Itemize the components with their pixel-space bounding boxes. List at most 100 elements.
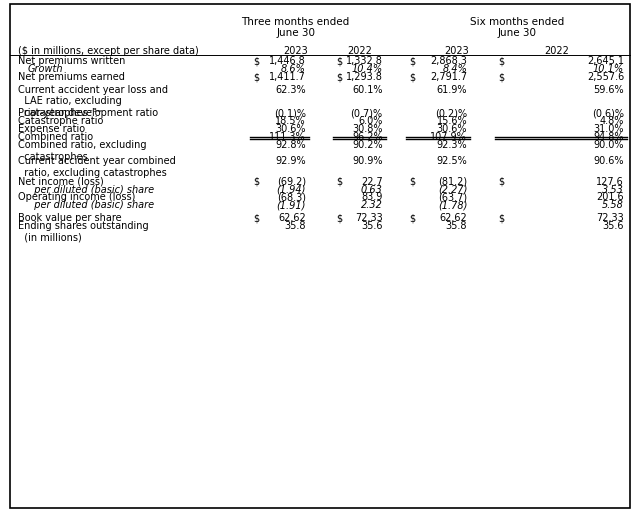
Text: $: $	[498, 213, 504, 223]
Text: $: $	[336, 56, 342, 66]
Text: 8.6%: 8.6%	[281, 64, 306, 74]
Text: Book value per share: Book value per share	[18, 213, 122, 223]
Text: (2.27): (2.27)	[438, 184, 467, 195]
Text: Three months ended: Three months ended	[241, 17, 350, 28]
Text: $: $	[498, 177, 504, 187]
Text: (1.91): (1.91)	[276, 200, 306, 211]
Text: 3.53: 3.53	[602, 184, 624, 195]
Text: (1.78): (1.78)	[438, 200, 467, 211]
Text: 30.8%: 30.8%	[352, 124, 383, 134]
Text: 2,791.7: 2,791.7	[430, 72, 467, 82]
Text: (0.1)%: (0.1)%	[274, 108, 306, 119]
Text: 1,446.8: 1,446.8	[269, 56, 306, 66]
Text: 111.3%: 111.3%	[269, 132, 306, 142]
Text: $: $	[410, 72, 416, 82]
Text: 90.6%: 90.6%	[593, 156, 624, 166]
Text: 0.63: 0.63	[361, 184, 383, 195]
Text: 2023: 2023	[445, 46, 469, 56]
Text: 35.6: 35.6	[602, 221, 624, 231]
Text: (69.2): (69.2)	[276, 177, 306, 187]
Text: $: $	[498, 72, 504, 82]
Text: 90.2%: 90.2%	[352, 140, 383, 150]
Text: 30.6%: 30.6%	[275, 124, 306, 134]
Text: Net income (loss): Net income (loss)	[18, 177, 104, 187]
Text: 2022: 2022	[348, 46, 372, 56]
Text: 10.1%: 10.1%	[593, 64, 624, 74]
Text: 2023: 2023	[284, 46, 308, 56]
Text: 15.6%: 15.6%	[436, 117, 467, 126]
Text: Operating income (loss): Operating income (loss)	[18, 193, 135, 202]
Text: Ending shares outstanding
  (in millions): Ending shares outstanding (in millions)	[18, 221, 148, 243]
Text: $: $	[410, 56, 416, 66]
Text: Net premiums written: Net premiums written	[18, 56, 125, 66]
Text: 35.8: 35.8	[445, 221, 467, 231]
Text: 92.9%: 92.9%	[275, 156, 306, 166]
Text: $: $	[498, 56, 504, 66]
Text: ($ in millions, except per share data): ($ in millions, except per share data)	[18, 46, 198, 56]
Text: 8.4%: 8.4%	[442, 64, 467, 74]
Text: 5.58: 5.58	[602, 200, 624, 211]
Text: 90.9%: 90.9%	[352, 156, 383, 166]
Text: June 30: June 30	[498, 28, 536, 38]
Text: $: $	[410, 213, 416, 223]
Text: per diluted (basic) share: per diluted (basic) share	[28, 184, 154, 195]
Text: Catastrophe ratio: Catastrophe ratio	[18, 117, 103, 126]
Text: 2.32: 2.32	[361, 200, 383, 211]
Text: 22.7: 22.7	[361, 177, 383, 187]
Text: Combined ratio: Combined ratio	[18, 132, 93, 142]
Text: 1,411.7: 1,411.7	[269, 72, 306, 82]
Text: 92.3%: 92.3%	[436, 140, 467, 150]
Text: 83.9: 83.9	[362, 193, 383, 202]
Text: $: $	[336, 213, 342, 223]
Text: 1,332.8: 1,332.8	[346, 56, 383, 66]
Text: 62.3%: 62.3%	[275, 85, 306, 95]
Text: $: $	[336, 177, 342, 187]
Text: 30.6%: 30.6%	[436, 124, 467, 134]
Text: 62.62: 62.62	[440, 213, 467, 223]
Text: Combined ratio, excluding
  catastrophes: Combined ratio, excluding catastrophes	[18, 140, 147, 162]
Text: $: $	[336, 72, 342, 82]
Text: 72.33: 72.33	[596, 213, 624, 223]
Text: (81.2): (81.2)	[438, 177, 467, 187]
Text: 201.6: 201.6	[596, 193, 624, 202]
Text: 94.8%: 94.8%	[593, 132, 624, 142]
Text: 92.8%: 92.8%	[275, 140, 306, 150]
Text: 62.62: 62.62	[278, 213, 306, 223]
Text: (0.6)%: (0.6)%	[592, 108, 624, 119]
Text: $: $	[253, 213, 259, 223]
Text: 127.6: 127.6	[596, 177, 624, 187]
Text: Net premiums earned: Net premiums earned	[18, 72, 125, 82]
Text: Prior-year development ratio: Prior-year development ratio	[18, 108, 158, 119]
Text: 60.1%: 60.1%	[352, 85, 383, 95]
Text: (1.94): (1.94)	[276, 184, 306, 195]
Text: 35.6: 35.6	[361, 221, 383, 231]
Text: 35.8: 35.8	[284, 221, 306, 231]
Text: 2,868.3: 2,868.3	[430, 56, 467, 66]
Text: 31.0%: 31.0%	[593, 124, 624, 134]
Text: $: $	[253, 72, 259, 82]
Text: Six months ended: Six months ended	[470, 17, 564, 28]
Text: June 30: June 30	[276, 28, 315, 38]
Text: $: $	[253, 177, 259, 187]
Text: 90.0%: 90.0%	[593, 140, 624, 150]
Text: (0.7)%: (0.7)%	[351, 108, 383, 119]
Text: $: $	[410, 177, 416, 187]
Text: Growth: Growth	[28, 64, 63, 74]
Text: (0.2)%: (0.2)%	[435, 108, 467, 119]
Text: 10.4%: 10.4%	[351, 64, 383, 74]
Text: 4.8%: 4.8%	[600, 117, 624, 126]
Text: 72.33: 72.33	[355, 213, 383, 223]
Text: 96.2%: 96.2%	[352, 132, 383, 142]
Text: 59.6%: 59.6%	[593, 85, 624, 95]
Text: 18.5%: 18.5%	[275, 117, 306, 126]
Text: 107.9%: 107.9%	[431, 132, 467, 142]
Text: $: $	[253, 56, 259, 66]
Text: Current accident year loss and
  LAE ratio, excluding
  catastrophes⁻³⁼: Current accident year loss and LAE ratio…	[18, 85, 168, 118]
Text: 92.5%: 92.5%	[436, 156, 467, 166]
Text: (68.3): (68.3)	[277, 193, 306, 202]
Text: 61.9%: 61.9%	[436, 85, 467, 95]
Text: per diluted (basic) share: per diluted (basic) share	[28, 200, 154, 211]
Text: 2,645.1: 2,645.1	[587, 56, 624, 66]
Text: 2,557.6: 2,557.6	[587, 72, 624, 82]
Text: 6.0%: 6.0%	[358, 117, 383, 126]
